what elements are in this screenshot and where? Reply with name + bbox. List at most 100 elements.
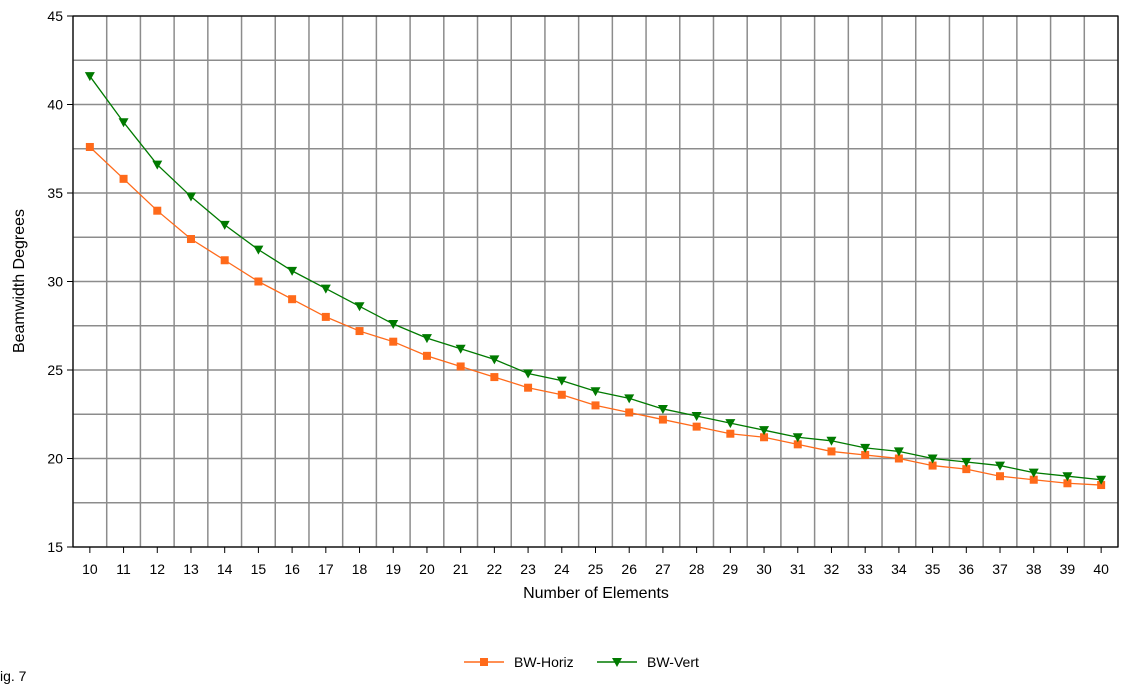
- legend-label: BW-Vert: [647, 654, 699, 670]
- x-tick-label: 27: [655, 561, 671, 577]
- x-axis-ticks: 10 11 12 13 14 15 16 17 18 19 20 21 22 23 24 25 26 27 28 29…: [82, 547, 1109, 577]
- data-point: [220, 256, 229, 265]
- x-tick-label: 12: [149, 561, 165, 577]
- data-point: [1097, 481, 1106, 490]
- series-bw-vert: [84, 72, 1107, 485]
- data-point: [119, 174, 128, 183]
- data-point: [489, 355, 500, 365]
- data-point: [523, 369, 534, 379]
- x-tick-label: 24: [554, 561, 570, 577]
- legend-item: BW-Vert: [597, 654, 699, 670]
- data-point: [691, 412, 702, 422]
- figure-caption: ig. 7: [0, 668, 27, 684]
- x-tick-label: 21: [453, 561, 469, 577]
- legend-item: BW-Horiz: [464, 654, 574, 670]
- y-tick-label: 35: [47, 185, 63, 201]
- x-tick-label: 20: [419, 561, 435, 577]
- data-point: [253, 245, 264, 255]
- data-point: [254, 277, 263, 286]
- y-tick-label: 40: [47, 97, 63, 113]
- x-tick-label: 16: [284, 561, 300, 577]
- data-point: [760, 433, 769, 442]
- data-point: [657, 404, 668, 414]
- data-point: [927, 454, 938, 464]
- x-tick-label: 18: [352, 561, 368, 577]
- x-tick-label: 13: [183, 561, 199, 577]
- x-tick-label: 26: [621, 561, 637, 577]
- data-point: [928, 461, 937, 470]
- legend-marker: [612, 658, 622, 667]
- data-point: [827, 447, 836, 456]
- data-point: [1028, 468, 1039, 478]
- data-point: [894, 454, 903, 463]
- data-point: [421, 334, 432, 344]
- data-point: [288, 295, 297, 304]
- data-point: [625, 408, 634, 417]
- y-tick-label: 30: [47, 274, 63, 290]
- data-point: [793, 440, 802, 449]
- data-point: [389, 337, 398, 346]
- data-point: [321, 312, 330, 321]
- data-point: [658, 415, 667, 424]
- data-point: [422, 351, 431, 360]
- x-tick-label: 17: [318, 561, 334, 577]
- x-tick-label: 39: [1060, 561, 1076, 577]
- data-point: [759, 426, 770, 436]
- data-point: [860, 443, 871, 453]
- x-tick-label: 38: [1026, 561, 1042, 577]
- x-tick-label: 36: [959, 561, 975, 577]
- data-point: [185, 192, 196, 202]
- y-tick-label: 20: [47, 451, 63, 467]
- data-point: [186, 235, 195, 244]
- x-tick-label: 23: [520, 561, 536, 577]
- data-point: [152, 160, 163, 170]
- data-point: [996, 472, 1005, 481]
- x-axis-label: Number of Elements: [523, 585, 669, 602]
- data-point: [456, 362, 465, 371]
- grid: [72, 15, 1119, 548]
- data-point: [893, 447, 904, 457]
- data-point: [219, 220, 230, 230]
- data-point: [355, 327, 364, 336]
- data-point: [826, 436, 837, 446]
- x-tick-label: 32: [824, 561, 840, 577]
- x-tick-label: 10: [82, 561, 98, 577]
- data-point: [85, 142, 94, 151]
- x-tick-label: 40: [1093, 561, 1109, 577]
- data-point: [388, 319, 399, 329]
- y-tick-label: 45: [47, 8, 63, 24]
- x-tick-label: 25: [588, 561, 604, 577]
- x-tick-label: 35: [925, 561, 941, 577]
- data-point: [726, 429, 735, 438]
- x-tick-label: 19: [385, 561, 401, 577]
- data-point: [557, 390, 566, 399]
- y-tick-label: 15: [47, 539, 63, 555]
- data-point: [792, 433, 803, 443]
- x-tick-label: 22: [487, 561, 503, 577]
- x-tick-label: 33: [857, 561, 873, 577]
- y-axis-ticks: 15 20 25 30 35 40 45: [47, 8, 73, 555]
- data-point: [624, 394, 635, 404]
- x-tick-label: 37: [992, 561, 1008, 577]
- x-tick-label: 15: [251, 561, 267, 577]
- data-point: [1062, 472, 1073, 482]
- x-tick-label: 31: [790, 561, 806, 577]
- data-point: [556, 376, 567, 386]
- data-point: [692, 422, 701, 431]
- data-point: [118, 118, 129, 128]
- y-axis-label: Beamwidth Degrees: [11, 209, 28, 353]
- data-point: [1063, 479, 1072, 488]
- data-point: [725, 419, 736, 429]
- x-tick-label: 29: [723, 561, 739, 577]
- data-point: [995, 461, 1006, 471]
- series-layer: [84, 72, 1107, 490]
- data-point: [320, 284, 331, 294]
- data-point: [455, 344, 466, 354]
- data-point: [1029, 475, 1038, 484]
- legend-label: BW-Horiz: [514, 654, 574, 670]
- data-point: [1096, 475, 1107, 485]
- series-bw-horiz: [85, 142, 1106, 490]
- data-point: [524, 383, 533, 392]
- data-point: [590, 387, 601, 397]
